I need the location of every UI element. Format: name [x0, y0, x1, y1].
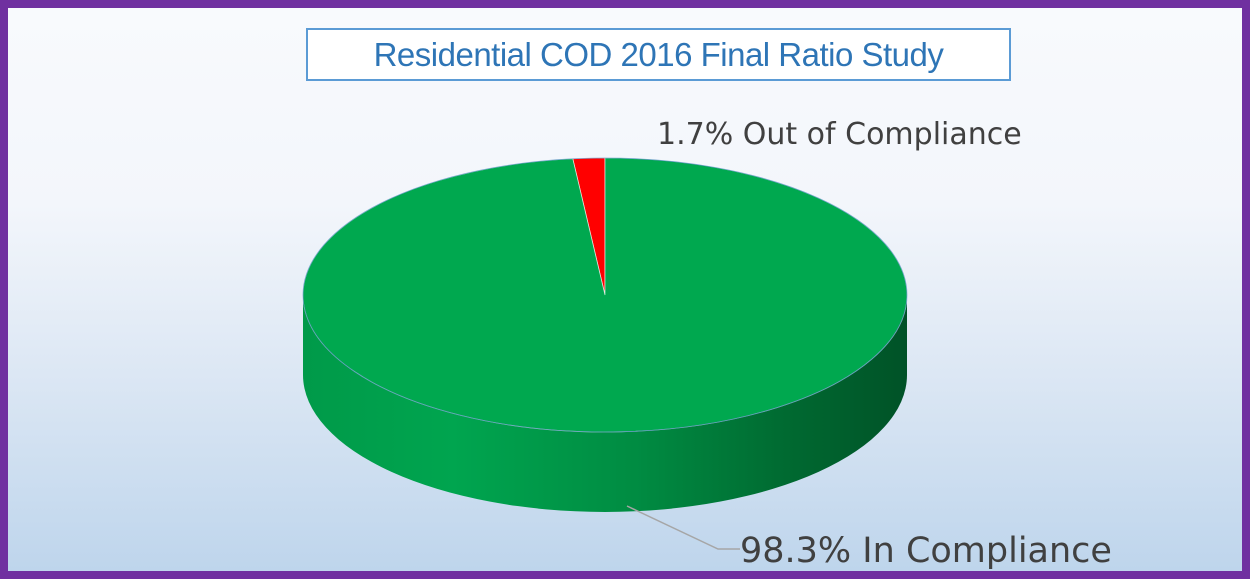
pie-side — [303, 295, 907, 512]
pie-slice-in-compliance — [302, 157, 908, 433]
pie-rim — [302, 157, 908, 433]
leader-line-in-compliance — [626, 505, 740, 550]
chart-title: Residential COD 2016 Final Ratio Study — [373, 35, 944, 73]
data-label-out-of-compliance: 1.7% Out of Compliance — [657, 117, 1022, 152]
chart-title-box: Residential COD 2016 Final Ratio Study — [306, 28, 1011, 81]
pie-side-wall — [303, 295, 907, 512]
data-label-in-compliance: 98.3% In Compliance — [740, 531, 1112, 571]
